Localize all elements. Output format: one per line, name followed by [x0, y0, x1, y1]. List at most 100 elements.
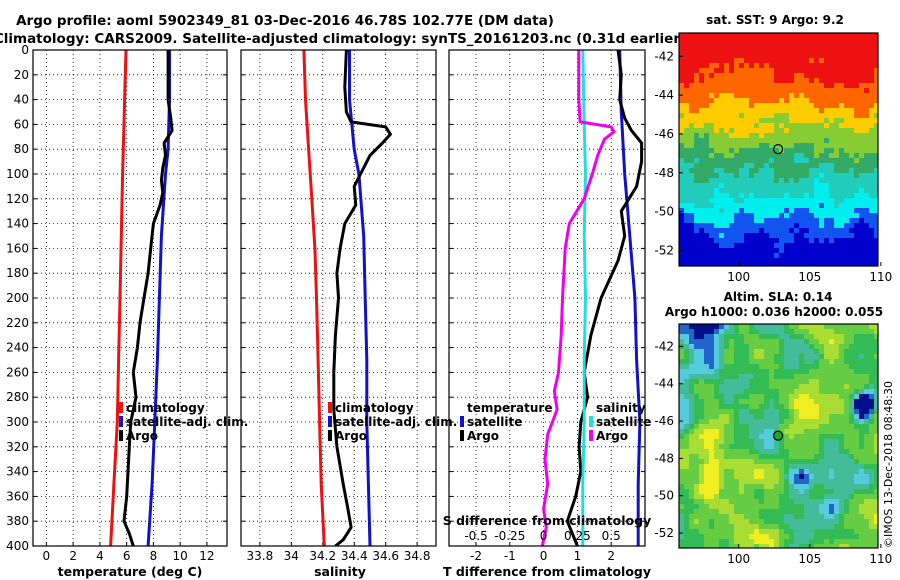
heatmap-cell	[704, 494, 710, 500]
heatmap-cell	[759, 53, 765, 59]
heatmap-cell	[829, 138, 835, 144]
heatmap-cell	[809, 123, 815, 129]
heatmap-cell	[699, 369, 705, 375]
heatmap-cell	[699, 414, 705, 420]
heatmap-cell	[689, 203, 695, 209]
heatmap-cell	[819, 43, 825, 49]
heatmap-cell	[794, 173, 800, 179]
heatmap-cell	[704, 534, 710, 540]
heatmap-cell	[714, 183, 720, 189]
heatmap-cell	[689, 253, 695, 259]
heatmap-cell	[774, 529, 780, 535]
heatmap-cell	[764, 43, 770, 49]
heatmap-cell	[759, 98, 765, 104]
heatmap-cell	[714, 163, 720, 169]
heatmap-cell	[689, 213, 695, 219]
heatmap-cell	[719, 514, 725, 520]
heatmap-cell	[789, 474, 795, 480]
heatmap-cell	[719, 178, 725, 184]
heatmap-cell	[739, 474, 745, 480]
heatmap-cell	[804, 389, 810, 395]
heatmap-cell	[844, 173, 850, 179]
heatmap-cell	[714, 424, 720, 430]
heatmap-cell	[804, 103, 810, 109]
heatmap-cell	[704, 193, 710, 199]
heatmap-cell	[754, 88, 760, 94]
heatmap-cell	[794, 33, 800, 39]
heatmap-cell	[869, 233, 875, 239]
heatmap-cell	[689, 434, 695, 440]
heatmap-cell	[699, 38, 705, 44]
heatmap-cell	[679, 494, 685, 500]
heatmap-cell	[714, 529, 720, 535]
heatmap-cell	[789, 534, 795, 540]
heatmap-cell	[699, 354, 705, 360]
heatmap-cell	[799, 444, 805, 450]
heatmap-cell	[849, 233, 855, 239]
heatmap-cell	[734, 454, 740, 460]
heatmap-cell	[804, 253, 810, 259]
heatmap-cell	[769, 364, 775, 370]
heatmap-cell	[714, 263, 720, 266]
heatmap-cell	[704, 384, 710, 390]
heatmap-cell	[834, 193, 840, 199]
heatmap-cell	[724, 509, 730, 515]
heatmap-cell	[869, 43, 875, 49]
heatmap-cell	[819, 113, 825, 119]
heatmap-cell	[794, 424, 800, 430]
heatmap-cell	[864, 469, 870, 475]
heatmap-cell	[704, 183, 710, 189]
heatmap-cell	[759, 158, 765, 164]
heatmap-cell	[689, 419, 695, 425]
heatmap-cell	[764, 494, 770, 500]
heatmap-cell	[844, 138, 850, 144]
heatmap-cell	[864, 329, 870, 335]
heatmap-cell	[804, 128, 810, 134]
heatmap-cell	[849, 509, 855, 515]
heatmap-cell	[789, 344, 795, 350]
heatmap-cell	[809, 514, 815, 520]
heatmap-cell	[699, 539, 705, 545]
heatmap-cell	[744, 223, 750, 229]
heatmap-cell	[779, 484, 785, 490]
heatmap-cell	[764, 163, 770, 169]
heatmap-cell	[759, 238, 765, 244]
heatmap-cell	[769, 359, 775, 365]
heatmap-cell	[729, 163, 735, 169]
heatmap-cell	[849, 153, 855, 159]
heatmap-cell	[844, 364, 850, 370]
heatmap-cell	[839, 524, 845, 530]
heatmap-cell	[839, 33, 845, 39]
heatmap-cell	[704, 258, 710, 264]
heatmap-cell	[784, 98, 790, 104]
heatmap-cell	[814, 168, 820, 174]
heatmap-cell	[769, 474, 775, 480]
heatmap-cell	[689, 158, 695, 164]
heatmap-cell	[789, 213, 795, 219]
heatmap-cell	[844, 484, 850, 490]
heatmap-cell	[839, 434, 845, 440]
heatmap-cell	[779, 63, 785, 69]
heatmap-cell	[839, 238, 845, 244]
heatmap-cell	[869, 374, 875, 380]
heatmap-cell	[749, 218, 755, 224]
heatmap-cell	[869, 143, 875, 149]
heatmap-cell	[759, 228, 765, 234]
heatmap-cell	[854, 414, 860, 420]
heatmap-cell	[739, 68, 745, 74]
heatmap-cell	[749, 389, 755, 395]
heatmap-cell	[799, 68, 805, 74]
salinity-frame	[240, 49, 437, 547]
heatmap-cell	[789, 454, 795, 460]
lat-tick-label: -44	[654, 377, 674, 391]
heatmap-cell	[824, 238, 830, 244]
heatmap-cell	[754, 399, 760, 405]
heatmap-cell	[764, 178, 770, 184]
heatmap-cell	[779, 48, 785, 54]
heatmap-cell	[769, 459, 775, 465]
heatmap-cell	[684, 364, 690, 370]
heatmap-cell	[829, 494, 835, 500]
heatmap-cell	[839, 248, 845, 254]
heatmap-cell	[764, 359, 770, 365]
heatmap-cell	[834, 404, 840, 410]
